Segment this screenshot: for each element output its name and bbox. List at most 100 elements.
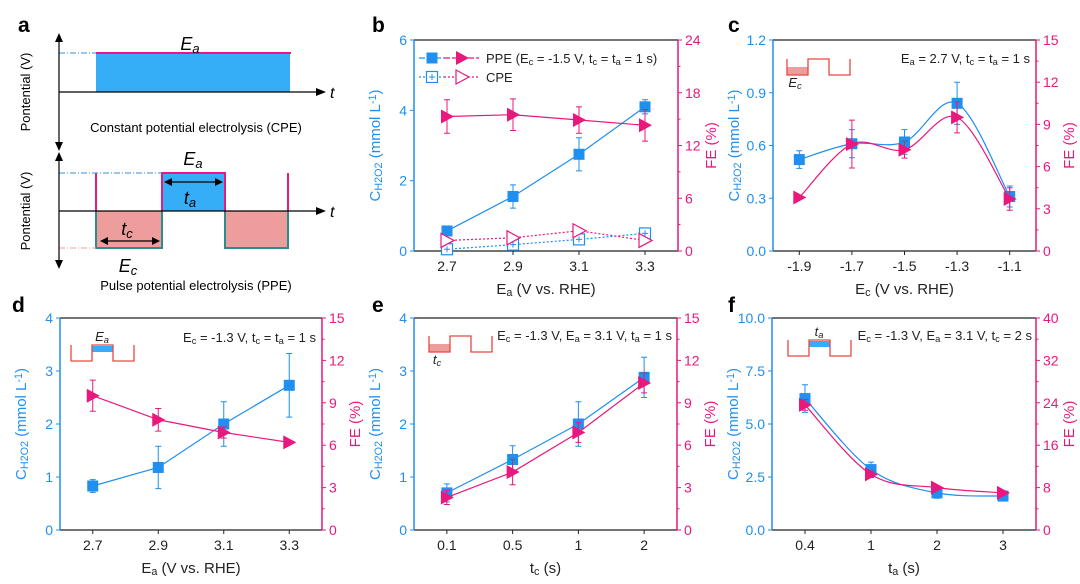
y-right-tick-label: 0 [329,522,337,538]
ppe-cathodic-area-2 [225,211,288,248]
y-right-tick-label: 3 [329,480,337,496]
charts: b2.7 2.9 3.1 3.3Ea (V vs. RHE)024606121824C… [12,14,1078,578]
x-tick-label: 2.7 [83,537,103,553]
y-right-tick-label: 16 [1043,437,1059,453]
y-right-tick-label: 0 [1043,522,1051,538]
y-left-tick-label: 0 [399,243,407,259]
data-point [638,232,654,249]
ppe-diagram: t Ea ta tc Ec Pontential (V) Pulse poten… [18,149,335,293]
data-point [1003,191,1017,206]
inset-label: Ea [95,329,109,345]
series-c-h2o2 [87,353,295,493]
ppe-t-label: t [330,204,335,221]
x-tick-label: 3.3 [280,537,300,553]
y-left-tick-label: 1 [45,469,53,485]
y-right-axis-title: FE (%) [1061,401,1078,448]
panel-label-e: e [372,294,384,317]
y-right-tick-label: 9 [329,395,337,411]
legend-label: PPE (Ec = -1.5 V, tc = ta = 1 s) [486,51,657,67]
data-point [506,465,520,480]
legend: PPE (Ec = -1.5 V, tc = ta = 1 s) CPE [419,51,657,86]
legend-triangle-marker-icon [456,51,469,65]
series-fe [799,397,1010,500]
waveform-line [786,58,851,76]
data-point [638,376,652,391]
data-point [86,388,100,403]
cpe-y-label: Pontential (V) [18,53,33,132]
ppe-caption: Pulse potential electrolysis (PPE) [100,278,291,293]
ppe-tc-label: tc [121,219,133,241]
y-right-tick-label: 24 [685,32,701,48]
y-left-tick-label: 0.0 [746,522,766,538]
waveform-line [70,344,135,362]
y-right-tick-label: 6 [329,437,337,453]
data-point [152,461,164,473]
y-left-axis-title: CH2O2 (mmol L-1) [13,368,32,480]
y-right-tick-label: 3 [1043,201,1051,217]
data-point [87,480,99,492]
y-right-tick-label: 12 [684,352,700,368]
y-right-axis-title: FE (%) [702,401,719,448]
data-point-cross [642,230,648,237]
x-axis-title: ta (s) [888,560,920,578]
y-left-tick-label: 4 [45,310,53,326]
x-tick-label: 3.3 [635,258,655,274]
series-ppe-fe [441,98,652,142]
legend-square-marker-icon [426,52,438,64]
y-right-tick-label: 32 [1043,352,1059,368]
y-left-axis-title: CH2O2 (mmol L-1) [367,368,386,480]
y-left-tick-label: 0 [399,522,407,538]
x-tick-label: 3.1 [569,258,589,274]
ppe-ea-outline [95,172,289,211]
y-right-tick-label: 6 [684,437,692,453]
cpe-t-label: t [330,85,335,102]
data-point [283,435,297,450]
x-tick-label: 2.9 [503,258,523,274]
y-right-tick-label: 15 [329,310,345,326]
x-axis-title: tc (s) [530,560,561,578]
data-point-cross [576,236,582,243]
data-point [506,229,522,246]
y-left-tick-label: 1.2 [747,32,767,48]
x-tick-label: 2.7 [437,258,457,274]
y-left-tick-label: 2 [399,173,407,189]
y-right-tick-label: 18 [685,85,701,101]
data-point [218,418,230,430]
y-left-tick-label: 4 [399,310,407,326]
y-left-tick-label: 4 [399,102,407,118]
ppe-y-label: Pontential (V) [18,172,33,251]
x-tick-label: 2.9 [149,537,169,553]
data-point [898,142,912,157]
y-right-tick-label: 24 [1043,395,1059,411]
panel-label-c: c [728,14,740,37]
y-right-tick-label: 0 [684,522,692,538]
x-tick-label: -1.5 [892,258,916,274]
series-line [799,101,1011,197]
y-right-tick-label: 12 [1043,74,1059,90]
ppe-ec-outline [95,211,289,249]
data-point [951,110,965,125]
data-point [639,118,652,133]
series-fe [793,101,1017,211]
data-point [217,425,231,440]
y-right-tick-label: 15 [1043,32,1059,48]
y-left-tick-label: 6 [399,32,407,48]
pulse-waveform-icon: Ea [70,329,135,362]
highlight-area [429,344,450,352]
y-left-tick-label: 2.5 [746,469,766,485]
x-axis-title: Ea (V vs. RHE) [141,560,240,578]
y-left-tick-label: 0.9 [747,85,767,101]
data-point [440,490,454,505]
highlight-area [92,346,113,352]
y-left-axis-title: CH2O2 (mmol L-1) [726,89,745,201]
data-point [865,467,878,482]
data-point [793,154,805,166]
y-right-axis-title: FE (%) [703,122,720,169]
x-tick-label: -1.3 [945,258,969,274]
y-right-tick-label: 9 [684,395,692,411]
y-left-tick-label: 5.0 [746,416,766,432]
inset-label: Ec [788,75,802,91]
cpe-ea-label: Ea [180,34,199,56]
chart-d: d2.7 2.9 3.1 3.3Ea (V vs. RHE)0123403691215… [12,294,364,578]
